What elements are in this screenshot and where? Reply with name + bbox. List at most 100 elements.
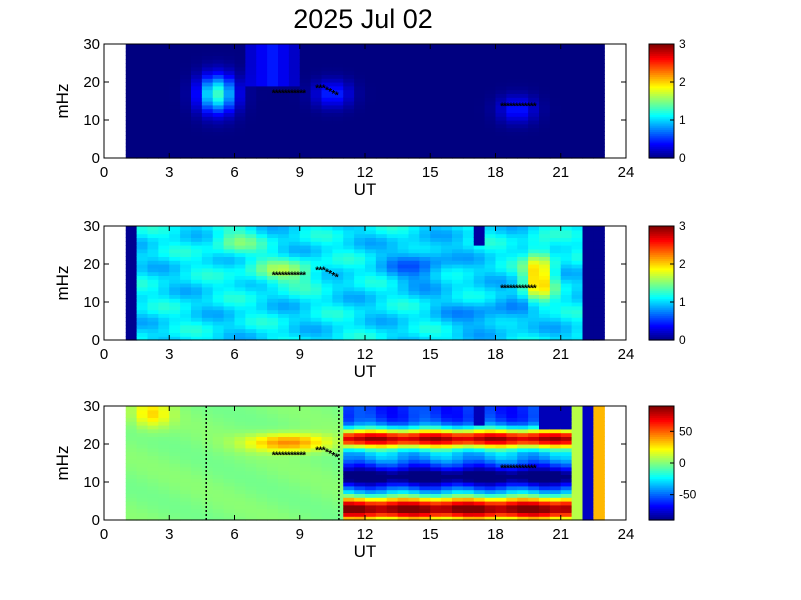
heatmap-cell [495,260,507,265]
heatmap-cell [234,444,246,449]
heatmap-cell [158,485,170,491]
heatmap-cell [180,425,192,430]
colorbar-band [649,317,674,320]
heatmap-cell [158,101,170,106]
heatmap-cell [441,74,453,79]
heatmap-cell [201,267,214,273]
heatmap-cell [452,279,464,284]
heatmap-cell [365,466,377,472]
heatmap-cell [430,466,442,472]
heatmap-cell [430,305,442,311]
heatmap-cell [386,286,399,292]
heatmap-cell [212,260,225,265]
heatmap-cell [430,101,442,106]
heatmap-cell [517,82,529,87]
heatmap-cell [332,409,344,415]
heatmap-cell [375,497,388,502]
heatmap-cell [212,267,225,273]
heatmap-cell [517,516,529,521]
heatmap-cell [180,233,192,238]
marker: * [315,266,319,277]
heatmap-cell [245,447,257,453]
heatmap-cell [506,135,518,140]
heatmap-cell [201,150,214,155]
heatmap-cell [354,112,366,117]
heatmap-cell [343,440,355,445]
heatmap-cell [256,432,268,437]
heatmap-cell [506,70,518,75]
heatmap-cell [560,428,573,434]
heatmap-cell [365,116,377,121]
heatmap-cell [408,328,420,333]
heatmap-cell [549,279,562,284]
heatmap-cell [397,44,410,49]
colorbar-band [649,426,674,430]
heatmap-cell [462,406,475,411]
heatmap-cell [495,127,507,132]
heatmap-cell [452,406,464,411]
heatmap-cell [299,432,312,437]
heatmap-cell [506,298,518,303]
y-tick-label: 20 [83,74,100,91]
heatmap-cell [321,497,333,502]
heatmap-cell [310,89,323,94]
heatmap-cell [321,264,333,269]
heatmap-cell [452,135,464,140]
heatmap-cell [256,428,268,434]
heatmap-cell [299,226,312,231]
heatmap-cell [397,135,410,140]
heatmap-cell [473,508,486,513]
heatmap-cell [549,275,562,280]
heatmap-cell [125,55,138,60]
heatmap-cell [408,233,420,238]
heatmap-cell [223,123,236,129]
heatmap-cell [560,260,573,265]
heatmap-cell [321,332,333,337]
heatmap-cell [343,63,355,68]
heatmap-cell [549,332,562,337]
heatmap-cell [191,466,203,472]
heatmap-cell [571,451,584,456]
heatmap-cell [582,451,594,456]
heatmap-cell [332,286,344,292]
heatmap-cell [582,78,594,83]
heatmap-cell [158,154,170,159]
heatmap-cell [397,332,410,337]
heatmap-cell [288,286,301,292]
heatmap-cell [593,47,605,53]
colorbar-band [649,447,674,451]
heatmap-cell [147,248,159,254]
heatmap-cell [201,146,214,151]
heatmap-cell [245,508,257,513]
heatmap-cell [180,482,192,487]
heatmap-cell [365,66,377,72]
colorbar-band [649,510,674,513]
heatmap-cell [288,302,301,307]
heatmap-cell [549,294,562,299]
heatmap-cell [201,298,214,303]
heatmap-cell [245,245,257,250]
heatmap-cell [582,55,594,60]
heatmap-cell [310,279,323,284]
heatmap-cell [582,112,594,117]
heatmap-cell [452,290,464,295]
heatmap-cell [191,66,203,72]
heatmap-cell [180,252,192,257]
heatmap-cell [365,485,377,491]
heatmap-cell [343,478,355,483]
heatmap-cell [147,74,159,79]
heatmap-cell [484,275,497,280]
heatmap-cell [528,516,540,521]
heatmap-cell [136,336,149,341]
heatmap-cell [452,309,464,314]
heatmap-cell [201,501,214,506]
heatmap-cell [484,474,497,479]
heatmap-cell [408,142,420,148]
heatmap-cell [310,146,323,151]
heatmap-cell [473,256,486,261]
marker: * [290,451,294,462]
heatmap-cell [310,336,323,341]
heatmap-cell [386,89,399,94]
heatmap-cell [343,444,355,449]
heatmap-cell [245,112,257,117]
